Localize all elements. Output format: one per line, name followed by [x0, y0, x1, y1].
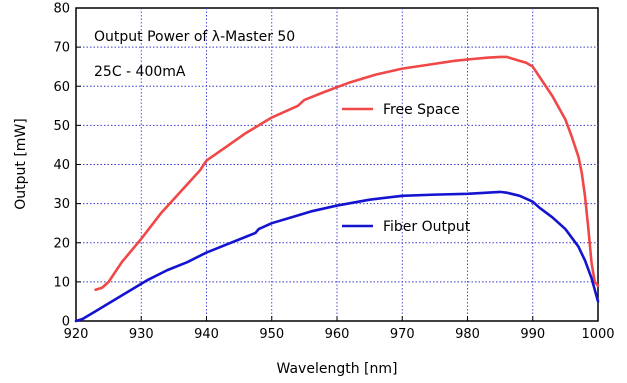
legend-fiber-output: Fiber Output — [342, 219, 471, 235]
annotation-condition: 25C - 400mA — [94, 64, 186, 80]
x-tick-label: 990 — [520, 327, 545, 342]
series-lines — [74, 55, 600, 323]
x-tick-label: 980 — [455, 327, 480, 342]
series-line-fiber-output — [74, 190, 600, 323]
y-tick-label: 60 — [53, 80, 70, 95]
y-tick-label: 40 — [53, 158, 70, 173]
annotation-title: Output Power of λ-Master 50 — [94, 29, 295, 45]
x-tick-label: 960 — [325, 327, 350, 342]
y-tick-label: 30 — [53, 197, 70, 212]
x-tick-label: 940 — [194, 327, 219, 342]
x-tick-label: 930 — [129, 327, 154, 342]
axes: 920 930 940 950 960 970 980 990 1000 0 10 20 30 40 50 6… — [53, 2, 614, 343]
plot-area: 920 930 940 950 960 970 980 990 1000 0 10 20 30 40 50 6… — [53, 2, 614, 343]
x-axis-title: Wavelength [nm] — [277, 361, 398, 377]
legend-free-space-label: Free Space — [383, 102, 460, 118]
y-tick-label: 80 — [53, 2, 70, 17]
legend-free-space: Free Space — [342, 102, 460, 118]
y-axis-title: Output [mW] — [13, 118, 29, 210]
y-tick-label: 20 — [53, 236, 70, 251]
y-tick-label: 0 — [62, 315, 70, 330]
x-tick-label: 950 — [259, 327, 284, 342]
series-line-free-space — [94, 55, 600, 292]
x-tick-label: 970 — [390, 327, 415, 342]
y-tick-label: 50 — [53, 119, 70, 134]
x-tick-label: 920 — [64, 327, 89, 342]
y-tick-label: 10 — [53, 275, 70, 290]
legend-fiber-output-label: Fiber Output — [383, 219, 471, 235]
x-tick-label: 1000 — [581, 327, 614, 342]
y-tick-label: 70 — [53, 41, 70, 56]
grid — [76, 8, 598, 321]
